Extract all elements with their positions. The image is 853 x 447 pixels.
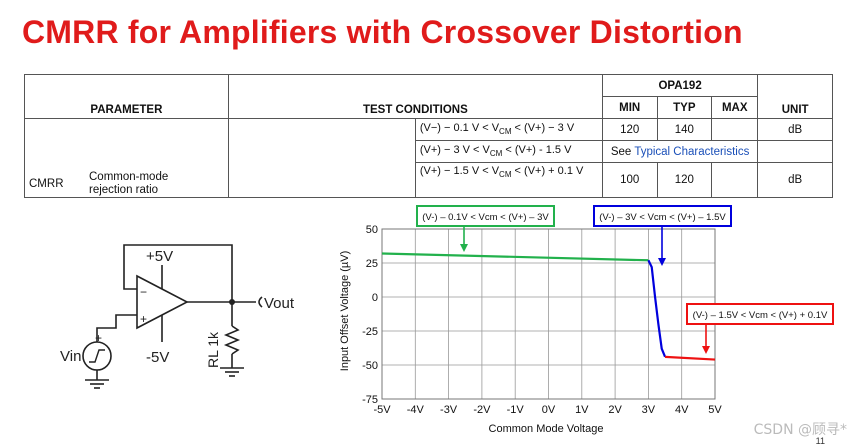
y-tick-label: -50 [362, 360, 378, 372]
x-tick-label: -5V [373, 404, 391, 416]
y-tick-label: 50 [366, 224, 378, 236]
row-2-see: See Typical Characteristics [601, 140, 759, 163]
cond-blank [227, 118, 416, 198]
x-tick-label: -1V [507, 404, 525, 416]
param-cell: CMRR Common-mode rejection ratio [24, 118, 229, 198]
slide-title: CMRR for Amplifiers with Crossover Disto… [22, 14, 743, 50]
series-line-2 [647, 259, 667, 358]
param-name-2: rejection ratio [89, 184, 159, 196]
series-line-3 [664, 355, 716, 361]
annotation-arrowhead-3 [702, 346, 710, 354]
watermark: CSDN @顾寻* [753, 422, 847, 438]
param-name-1: Common-mode [89, 171, 169, 183]
annotation-box-3 [686, 303, 834, 325]
annotation-text-2: (V-) – 3V < Vcm < (V+) – 1.5V [599, 212, 726, 223]
x-tick-label: -3V [440, 404, 458, 416]
header-test-conditions: TEST CONDITIONS [227, 74, 603, 119]
param-symbol: CMRR [29, 178, 64, 190]
row-3-unit: dB [757, 162, 833, 198]
y-axis-label: Input Offset Voltage (µV) [339, 251, 351, 371]
x-tick-label: 4V [675, 404, 689, 416]
header-max: MAX [711, 96, 759, 119]
annotation-arrowhead-2 [658, 258, 666, 266]
series-line-1 [381, 252, 649, 262]
annotation-text-3: (V-) – 1.5V < Vcm < (V+) + 0.1V [693, 310, 828, 321]
annotation-box-1 [416, 205, 555, 227]
x-tick-label: -4V [407, 404, 425, 416]
cond-row-3: (V+) − 1.5 V < VCM < (V+) + 0.1 V [414, 162, 603, 198]
x-tick-label: -2V [473, 404, 491, 416]
header-parameter: PARAMETER [24, 74, 229, 119]
y-tick-label: -75 [362, 394, 378, 406]
x-tick-label: 5V [708, 404, 722, 416]
y-tick-label: 0 [372, 292, 378, 304]
y-tick-label: -25 [362, 326, 378, 338]
x-axis-label: Common Mode Voltage [489, 423, 604, 435]
page-number: 11 [815, 436, 825, 446]
x-tick-label: 1V [575, 404, 589, 416]
cond-row-1: (V−) − 0.1 V < VCM < (V+) − 3 V [414, 118, 603, 141]
header-unit: UNIT [757, 74, 833, 119]
x-tick-label: 0V [542, 404, 556, 416]
spec-table: PARAMETER TEST CONDITIONS OPA192 UNIT MI… [24, 74, 833, 198]
row-3-typ: 120 [656, 162, 713, 198]
y-tick-label: 25 [366, 258, 378, 270]
annotation-arrowhead-1 [460, 244, 468, 252]
annotation-text-1: (V-) – 0.1V < Vcm < (V+) – 3V [422, 212, 549, 223]
x-tick-label: 2V [608, 404, 622, 416]
row-3-min: 100 [601, 162, 658, 198]
x-tick-label: 3V [642, 404, 656, 416]
typical-characteristics-link[interactable]: Typical Characteristics [634, 145, 750, 158]
row-3-max [711, 162, 759, 198]
